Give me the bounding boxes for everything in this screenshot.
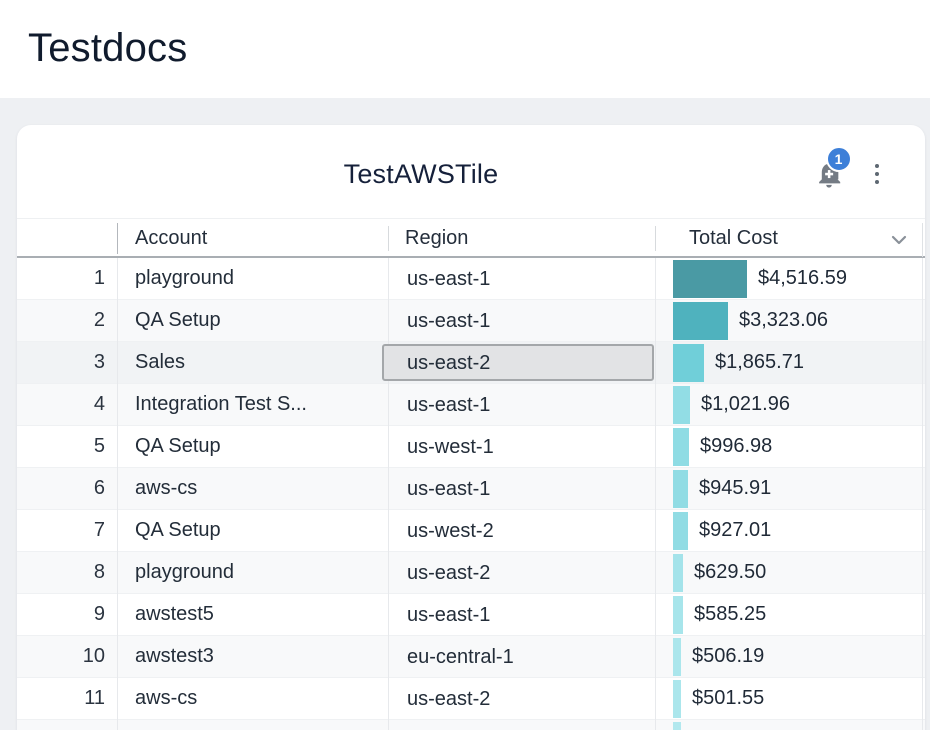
column-divider — [922, 258, 923, 730]
region-cell[interactable]: us-east-2 — [407, 562, 491, 584]
cost-value: $585.25 — [694, 603, 767, 625]
cost-bar — [673, 386, 690, 424]
cost-value: $927.01 — [699, 519, 772, 541]
account-cell[interactable]: QA Setup — [135, 519, 221, 541]
chevron-down-icon[interactable] — [889, 230, 909, 250]
row-rank: 9 — [93, 603, 105, 625]
table-header: Account Region Total Cost — [17, 218, 925, 258]
account-cell[interactable]: QA Setup — [135, 309, 221, 331]
row-rank: 7 — [93, 519, 105, 541]
account-cell[interactable]: playground — [135, 267, 234, 289]
cost-bar — [673, 260, 747, 298]
cost-bar — [673, 470, 688, 508]
account-cell[interactable]: aws-cs — [135, 687, 198, 709]
column-header-total-cost[interactable]: Total Cost — [689, 227, 778, 249]
cost-value: $945.91 — [699, 477, 772, 499]
tile-header: TestAWSTile 1 — [17, 125, 925, 218]
table-row[interactable]: 8 playground us-east-2 $629.50 — [17, 552, 925, 594]
column-divider — [922, 223, 923, 257]
tile-menu-button[interactable] — [871, 160, 884, 189]
region-cell[interactable] — [382, 722, 654, 730]
row-rank: 6 — [93, 477, 105, 499]
region-cell[interactable]: us-west-2 — [407, 520, 494, 542]
table-row[interactable]: 9 awstest5 us-east-1 $585.25 — [17, 594, 925, 636]
cost-bar — [673, 302, 728, 340]
cost-value: $1,021.96 — [701, 393, 790, 415]
region-cell[interactable]: us-east-2 — [382, 344, 654, 381]
account-cell[interactable]: Integration Test S... — [135, 393, 307, 415]
column-divider — [388, 226, 389, 251]
account-cell[interactable]: aws-cs — [135, 477, 198, 499]
column-divider — [117, 258, 118, 730]
table-row[interactable]: 6 aws-cs us-east-1 $945.91 — [17, 468, 925, 510]
kebab-dot — [874, 163, 879, 169]
row-rank: 5 — [93, 435, 105, 457]
region-cell[interactable]: us-east-1 — [407, 268, 491, 290]
cost-value: $996.98 — [700, 435, 773, 457]
row-rank: 2 — [93, 309, 105, 331]
add-alert-button[interactable]: 1 — [813, 146, 852, 190]
region-cell[interactable]: us-west-1 — [407, 436, 494, 458]
cost-bar — [673, 680, 681, 718]
account-cell[interactable]: QA Setup — [135, 435, 221, 457]
table-row[interactable]: 10 awstest3 eu-central-1 $506.19 — [17, 636, 925, 678]
notification-badge: 1 — [825, 146, 852, 172]
column-header-region[interactable]: Region — [405, 227, 469, 249]
column-divider — [388, 258, 389, 730]
table-body: 1 playground us-east-1 $4,516.59 2 QA Setup us… — [17, 258, 925, 730]
account-cell[interactable]: awstest3 — [135, 645, 214, 667]
table-row[interactable] — [17, 720, 925, 730]
row-rank: 8 — [93, 561, 105, 583]
region-cell[interactable]: us-east-2 — [407, 688, 491, 710]
region-cell[interactable]: eu-central-1 — [407, 646, 514, 668]
row-rank: 3 — [93, 351, 105, 373]
cost-bar — [673, 428, 689, 466]
cost-value: $506.19 — [692, 645, 765, 667]
table-row[interactable]: 2 QA Setup us-east-1 $3,323.06 — [17, 300, 925, 342]
page-header — [0, 0, 930, 98]
region-cell[interactable]: us-east-1 — [407, 604, 491, 626]
cost-value: $629.50 — [694, 561, 767, 583]
row-rank: 10 — [82, 645, 105, 667]
cost-value: $501.55 — [692, 687, 765, 709]
account-cell[interactable]: Sales — [135, 351, 186, 373]
column-divider — [655, 226, 656, 251]
cost-value: $4,516.59 — [758, 267, 847, 289]
table-row[interactable]: 1 playground us-east-1 $4,516.59 — [17, 258, 925, 300]
cost-bar — [673, 638, 681, 676]
tile-title: TestAWSTile — [343, 159, 499, 189]
column-header-account[interactable]: Account — [135, 227, 208, 249]
table-row[interactable]: 4 Integration Test S... us-east-1 $1,021.96 — [17, 384, 925, 426]
region-cell[interactable]: us-east-1 — [407, 310, 491, 332]
region-cell[interactable]: us-east-1 — [407, 478, 491, 500]
cost-bar — [673, 512, 688, 550]
cost-value: $1,865.71 — [715, 351, 804, 373]
region-cell[interactable]: us-east-1 — [407, 394, 491, 416]
row-rank: 4 — [93, 393, 105, 415]
kebab-dot — [874, 171, 879, 177]
table-row[interactable]: 11 aws-cs us-east-2 $501.55 — [17, 678, 925, 720]
account-cell[interactable]: awstest5 — [135, 603, 214, 625]
table-row[interactable]: 5 QA Setup us-west-1 $996.98 — [17, 426, 925, 468]
row-rank: 1 — [93, 267, 105, 289]
kebab-dot — [874, 179, 879, 185]
cost-bar — [673, 722, 681, 730]
column-divider — [655, 258, 656, 730]
page-title: Testdocs — [28, 26, 188, 70]
cost-bar — [673, 596, 683, 634]
cost-bar — [673, 344, 704, 382]
table-row[interactable]: 3 Sales us-east-2 $1,865.71 — [17, 342, 925, 384]
cost-value: $3,323.06 — [739, 309, 828, 331]
tile-header-actions: 1 — [813, 146, 884, 190]
cost-bar — [673, 554, 683, 592]
account-cell[interactable]: playground — [135, 561, 234, 583]
table-row[interactable]: 7 QA Setup us-west-2 $927.01 — [17, 510, 925, 552]
aws-tile-card: TestAWSTile 1 — [17, 125, 925, 730]
column-divider — [117, 223, 118, 254]
row-rank: 11 — [84, 687, 105, 709]
